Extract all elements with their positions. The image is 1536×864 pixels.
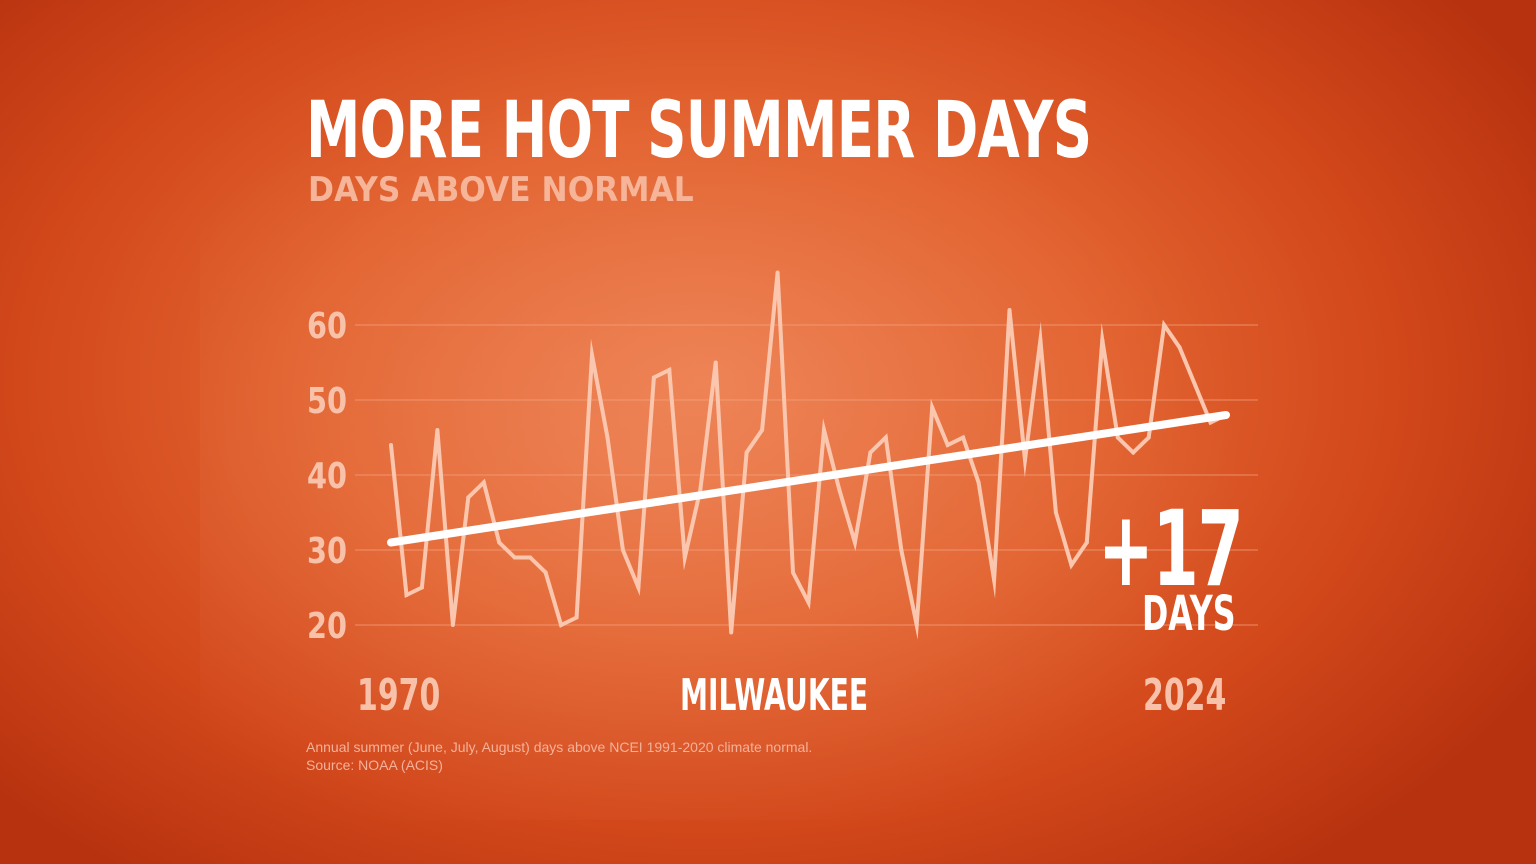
y-tick-label-60: 60	[307, 306, 347, 347]
data-point-1989	[682, 555, 687, 560]
data-point-2022	[1193, 383, 1198, 387]
y-axis-ticks: 20 30 40 50 60	[307, 306, 347, 647]
data-point-1997	[806, 600, 811, 605]
data-point-1978	[512, 555, 517, 560]
data-point-1979	[528, 555, 533, 560]
x-axis-end-label: 2024	[1143, 670, 1227, 721]
data-point-2013	[1053, 510, 1058, 515]
data-point-1975	[466, 495, 471, 500]
data-point-1991	[713, 360, 718, 365]
change-callout-unit: DAYS	[1142, 586, 1236, 642]
data-point-1988	[667, 368, 672, 372]
data-point-2003	[899, 548, 904, 552]
data-point-1993	[744, 450, 749, 455]
chart-subtitle: DAYS ABOVE NORMAL	[308, 170, 694, 210]
data-point-2008	[976, 480, 981, 485]
data-point-2009	[992, 578, 997, 582]
data-point-2011	[1022, 458, 1027, 462]
data-point-2016	[1100, 338, 1105, 342]
data-point-2014	[1069, 563, 1074, 567]
footnote-source: Source: NOAA (ACIS)	[306, 757, 443, 773]
data-point-2017	[1115, 435, 1120, 440]
data-series	[389, 270, 1228, 640]
y-tick-label-30: 30	[307, 531, 347, 572]
data-point-1981	[559, 623, 564, 627]
data-point-1983	[590, 353, 595, 357]
data-point-2006	[945, 443, 950, 447]
footnote: Annual summer (June, July, August) days …	[306, 738, 812, 774]
data-point-2020	[1162, 323, 1167, 327]
data-point-1970	[389, 443, 393, 447]
data-point-1986	[636, 585, 641, 590]
data-point-1973	[435, 428, 440, 432]
data-point-2002	[883, 435, 888, 440]
data-point-1987	[651, 375, 656, 380]
data-point-1998	[821, 428, 826, 432]
data-point-1977	[497, 540, 502, 545]
data-point-1996	[791, 570, 796, 575]
change-callout-value: +17	[1098, 488, 1244, 610]
y-tick-label-20: 20	[307, 606, 347, 647]
data-point-1990	[698, 488, 703, 492]
data-point-1976	[481, 480, 486, 485]
data-point-2018	[1131, 450, 1136, 455]
data-point-2004	[914, 623, 919, 627]
data-point-2015	[1084, 540, 1089, 545]
data-point-1999	[837, 488, 842, 492]
location-label: MILWAUKEE	[680, 670, 869, 721]
data-point-1992	[729, 630, 734, 635]
data-point-2012	[1038, 338, 1043, 342]
footnote-description: Annual summer (June, July, August) days …	[306, 739, 813, 755]
data-point-2019	[1146, 435, 1151, 440]
data-point-2001	[868, 450, 873, 455]
chart-title: MORE HOT SUMMER DAYS	[306, 86, 1092, 176]
data-point-2021	[1177, 345, 1182, 350]
data-point-1982	[574, 615, 579, 620]
data-point-1984	[605, 435, 610, 440]
data-point-1995	[775, 270, 780, 275]
x-axis-start-label: 1970	[357, 670, 441, 721]
trend-layer	[387, 411, 1230, 547]
data-point-2000	[852, 540, 857, 545]
data-point-2007	[961, 435, 966, 440]
data-point-1972	[419, 585, 424, 590]
data-point-2005	[930, 405, 935, 410]
data-point-1994	[760, 428, 765, 432]
data-point-1971	[404, 593, 409, 597]
trend-line	[387, 411, 1230, 547]
data-point-1974	[450, 623, 455, 627]
data-point-2010	[1007, 308, 1012, 312]
data-point-1980	[543, 570, 548, 575]
y-tick-label-40: 40	[307, 456, 347, 497]
y-tick-label-50: 50	[307, 381, 347, 422]
data-point-1985	[620, 548, 625, 552]
